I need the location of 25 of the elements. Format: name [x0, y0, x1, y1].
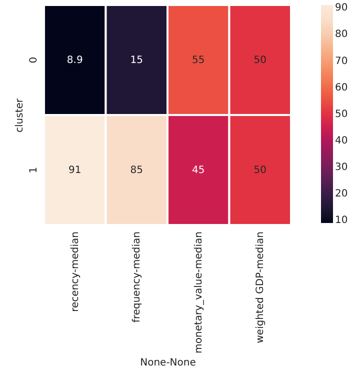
data-label: 50 [254, 165, 266, 176]
y-tick-label: 0 [28, 56, 40, 64]
color-bar-label: 30 [335, 162, 348, 173]
x-tick-label: monetary_value-median [193, 232, 204, 354]
data-label: 85 [130, 165, 143, 176]
color-bar-label: 40 [335, 135, 348, 146]
x-tick-label: weighted GDP-median [255, 232, 266, 344]
x-tick-label: recency-median [70, 232, 81, 312]
color-bar-label: 80 [335, 29, 348, 40]
data-label: 50 [254, 55, 266, 66]
data-label: 8.9 [66, 55, 83, 66]
data-label: 55 [192, 55, 205, 66]
y-axis-title: cluster [14, 98, 26, 133]
color-bar-label: 50 [335, 108, 348, 120]
color-bar-label: 90 [335, 2, 348, 14]
color-bar-label: 10 [335, 215, 348, 226]
x-axis-title: None-None [140, 357, 196, 368]
data-label: 45 [192, 165, 205, 176]
x-tick-label: frequency-median [132, 232, 143, 323]
color-bar-label: 20 [335, 188, 348, 200]
data-label: 15 [130, 55, 143, 66]
color-bar-label: 60 [335, 82, 348, 94]
color-bar-label: 70 [335, 56, 348, 67]
y-tick-label: 1 [28, 166, 40, 174]
data-label: 91 [68, 165, 82, 176]
